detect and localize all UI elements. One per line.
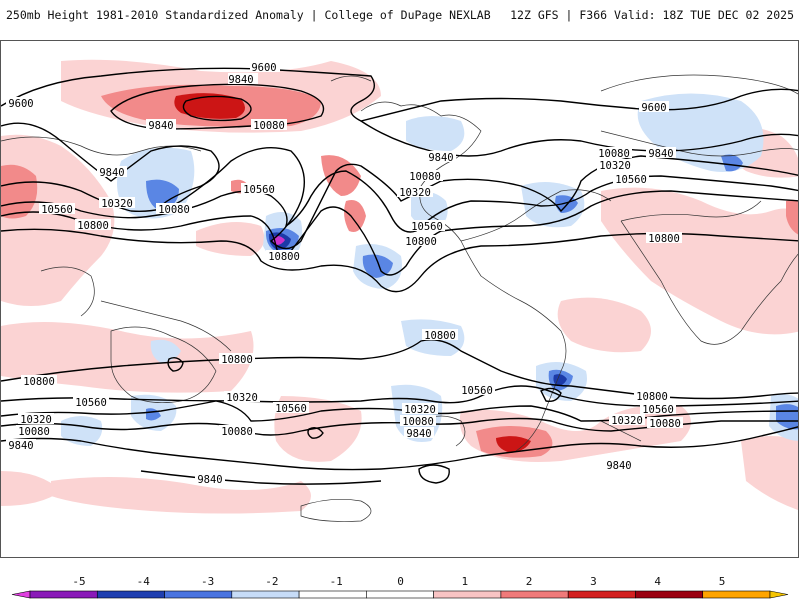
- label-10080-g: 10080: [18, 426, 50, 438]
- label-9840-e: 9840: [99, 167, 124, 179]
- label-9600-b: 9600: [8, 98, 33, 110]
- colorbar-segment: [298, 590, 367, 599]
- label-9840-d: 9840: [648, 148, 673, 160]
- colorbar-tick-label: -4: [137, 575, 151, 588]
- colorbar-segment: [96, 590, 165, 599]
- contour-labels: 9600 9840 9600 9600 9840 10080 9840 9840…: [6, 61, 683, 486]
- colorbar-segment: [164, 590, 233, 599]
- label-10800-c: 10800: [648, 233, 680, 245]
- colorbar-tick-label: 4: [654, 575, 661, 588]
- contour-10560: [1, 190, 798, 276]
- colorbar-segment: [500, 590, 569, 599]
- colorbar-tick-label: 1: [461, 575, 468, 588]
- colorbar-tick-label: -2: [265, 575, 278, 588]
- negative-anomaly-strong: [268, 232, 567, 386]
- label-10320-b: 10320: [399, 187, 431, 199]
- contour-closed-indian: [540, 387, 562, 403]
- label-10080-e: 10080: [649, 418, 681, 430]
- colorbar-arrow-high: [769, 590, 789, 599]
- contour-10560-south: [1, 385, 798, 407]
- label-10800-g: 10800: [23, 376, 55, 388]
- label-10560-a: 10560: [615, 174, 647, 186]
- colorbar-tick-label: 2: [526, 575, 533, 588]
- coastlines: [1, 74, 798, 522]
- label-10800-b: 10800: [405, 236, 437, 248]
- colorbar-tick-label: 0: [397, 575, 404, 588]
- contour-9840-lower: [140, 470, 382, 485]
- label-10320-f: 10320: [20, 414, 52, 426]
- label-9600-c: 9600: [641, 102, 666, 114]
- label-10080-a: 10080: [253, 120, 285, 132]
- label-10800-e: 10800: [424, 330, 456, 342]
- label-10560-d: 10560: [411, 221, 443, 233]
- label-10800-d: 10800: [268, 251, 300, 263]
- label-10560-h: 10560: [642, 404, 674, 416]
- label-9840-g: 9840: [8, 440, 33, 452]
- contour-10080: [1, 146, 798, 250]
- label-9600-a: 9600: [251, 62, 276, 74]
- contour-10800-north: [1, 228, 798, 293]
- label-10080-b: 10080: [598, 148, 630, 160]
- label-10080-c: 10080: [409, 171, 441, 183]
- label-9840-c: 9840: [428, 152, 453, 164]
- colorbar-tick-label: 5: [719, 575, 726, 588]
- model-run-info: 12Z GFS | F366 Valid: 18Z TUE DEC 02 202…: [510, 8, 794, 22]
- colorbar-segment: [567, 590, 636, 599]
- label-10560-e: 10560: [461, 385, 493, 397]
- label-10560-b: 10560: [243, 184, 275, 196]
- map-title: 250mb Height 1981-2010 Standardized Anom…: [6, 8, 491, 22]
- colorbar-svg: -5 -4 -3 -2 -1 0 1 2 3 4 5: [11, 575, 789, 599]
- colorbar-segment: [366, 590, 434, 599]
- colorbar-segment: [702, 590, 771, 599]
- label-10320-c: 10320: [101, 198, 133, 210]
- label-10800-h: 10800: [636, 391, 668, 403]
- label-10080-d: 10080: [158, 204, 190, 216]
- colorbar-segment: [231, 590, 300, 599]
- label-10320-d: 10320: [226, 392, 258, 404]
- colorbar-segment: [635, 590, 704, 599]
- label-10320-g: 10320: [611, 415, 643, 427]
- colorbar-segment: [29, 590, 98, 599]
- colorbar-tick-label: -5: [72, 575, 85, 588]
- contour-closed-australia: [167, 356, 184, 372]
- label-9840-f: 9840: [406, 428, 431, 440]
- colorbar-segment: [433, 590, 502, 599]
- label-10800-f: 10800: [221, 354, 253, 366]
- colorbar-legend: -5 -4 -3 -2 -1 0 1 2 3 4 5: [0, 560, 800, 600]
- header: 250mb Height 1981-2010 Standardized Anom…: [0, 0, 800, 38]
- label-9840-h: 9840: [606, 460, 631, 472]
- contour-10080-pole: [182, 95, 252, 122]
- colorbar-tick-label: 3: [590, 575, 597, 588]
- colorbar-tick-label: -3: [201, 575, 214, 588]
- contour-closed-atlantic: [418, 464, 450, 484]
- label-9840-b: 9840: [148, 120, 173, 132]
- contour-9840-south: [1, 426, 798, 471]
- label-10800-a: 10800: [77, 220, 109, 232]
- label-10560-f: 10560: [75, 397, 107, 409]
- label-10560-g: 10560: [275, 403, 307, 415]
- map-panel: 9600 9840 9600 9600 9840 10080 9840 9840…: [0, 40, 799, 558]
- colorbar-tick-label: -1: [330, 575, 343, 588]
- colorbar-arrow-low: [11, 590, 31, 599]
- label-10320-a: 10320: [599, 160, 631, 172]
- label-10080-f: 10080: [402, 416, 434, 428]
- anomaly-map: 9600 9840 9600 9600 9840 10080 9840 9840…: [1, 59, 798, 522]
- label-9840-i: 9840: [197, 474, 222, 486]
- contour-closed-south-pacific: [307, 426, 324, 439]
- label-10560-c: 10560: [41, 204, 73, 216]
- label-10320-e: 10320: [404, 404, 436, 416]
- label-10080-h: 10080: [221, 426, 253, 438]
- label-9840-a: 9840: [228, 74, 253, 86]
